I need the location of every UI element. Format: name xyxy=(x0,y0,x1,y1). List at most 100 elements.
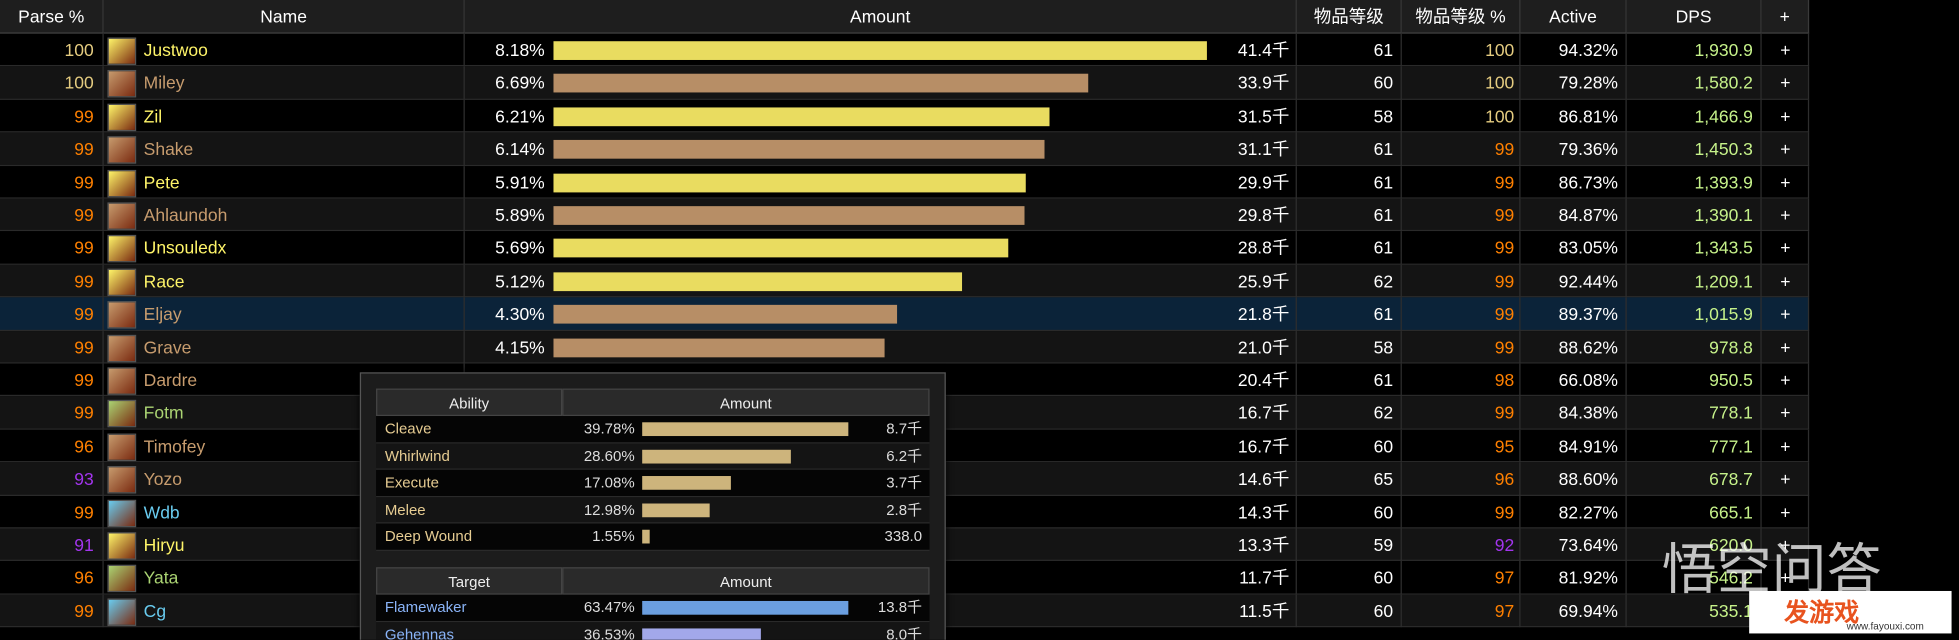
expand-button[interactable]: + xyxy=(1780,567,1791,588)
expand-button[interactable]: + xyxy=(1780,534,1791,555)
player-name[interactable]: Pete xyxy=(143,171,180,192)
expand-button[interactable]: + xyxy=(1780,138,1791,159)
active: 82.27% xyxy=(1558,501,1618,522)
active: 88.60% xyxy=(1558,468,1618,489)
player-name[interactable]: Yata xyxy=(143,567,179,588)
cell-border xyxy=(1807,132,1810,166)
cell-border xyxy=(1760,132,1762,166)
cell-border xyxy=(1625,429,1627,463)
cell-border xyxy=(102,561,104,595)
active: 88.62% xyxy=(1558,336,1618,357)
player-name[interactable]: Cg xyxy=(143,600,167,621)
player-name[interactable]: Shake xyxy=(143,138,194,159)
player-name[interactable]: Race xyxy=(143,270,185,291)
class-icon xyxy=(107,268,137,296)
amount-bar xyxy=(553,140,1044,159)
cell-border xyxy=(102,495,104,529)
cell-border xyxy=(102,165,104,199)
expand-button[interactable]: + xyxy=(1780,336,1791,357)
cell-border xyxy=(1519,264,1521,298)
player-name[interactable]: Dardre xyxy=(143,369,198,390)
cell-border xyxy=(1760,396,1762,430)
cell-border xyxy=(1760,330,1762,364)
dps: 546.2 xyxy=(1709,567,1753,588)
table-row: 100 Miley 6.69% 33.9千 60 100 79.28% 1,580.2 + xyxy=(0,66,1810,100)
item-level: 60 xyxy=(1373,435,1394,456)
cell-border xyxy=(1295,297,1297,331)
cell-border xyxy=(1519,528,1521,562)
cell-border xyxy=(1625,66,1627,100)
active: 92.44% xyxy=(1558,270,1618,291)
expand-button[interactable]: + xyxy=(1780,171,1791,192)
cell-border xyxy=(1625,495,1627,529)
player-name[interactable]: Ahlaundoh xyxy=(143,204,228,225)
tooltip-bar xyxy=(642,530,651,544)
expand-button[interactable]: + xyxy=(1780,72,1791,93)
amount-bar xyxy=(553,206,1024,225)
tooltip-row: Cleave 39.78% 8.7千 xyxy=(376,416,930,444)
player-name[interactable]: Hiryu xyxy=(143,534,185,555)
cell-border xyxy=(1519,429,1521,463)
dps: 620.0 xyxy=(1709,534,1753,555)
player-name[interactable]: Fotm xyxy=(143,402,184,423)
item-level-pct: 99 xyxy=(1494,402,1515,423)
amount-pct: 6.14% xyxy=(495,138,545,159)
active: 73.64% xyxy=(1558,534,1618,555)
cell-border xyxy=(1295,396,1297,430)
expand-button[interactable]: + xyxy=(1780,39,1791,60)
expand-button[interactable]: + xyxy=(1780,204,1791,225)
parse-pct: 99 xyxy=(74,402,94,423)
tooltip-row: Flamewaker 63.47% 13.8千 xyxy=(376,594,930,622)
player-name[interactable]: Yozo xyxy=(143,468,182,489)
cell-border xyxy=(463,99,465,133)
expand-button[interactable]: + xyxy=(1780,303,1791,324)
cell-border xyxy=(1519,231,1521,265)
dps: 665.1 xyxy=(1709,501,1753,522)
cell-border xyxy=(1760,264,1762,298)
expand-button[interactable]: + xyxy=(1780,105,1791,126)
cell-border xyxy=(1807,561,1810,595)
cell-border xyxy=(463,132,465,166)
player-name[interactable]: Unsouledx xyxy=(143,237,227,258)
tooltip-header: Amount xyxy=(562,567,930,595)
cell-border xyxy=(1760,363,1762,397)
expand-button[interactable]: + xyxy=(1780,237,1791,258)
item-level: 60 xyxy=(1373,501,1394,522)
player-name[interactable]: Justwoo xyxy=(143,39,208,60)
cell-border xyxy=(463,297,465,331)
expand-button[interactable]: + xyxy=(1780,501,1791,522)
cell-border xyxy=(1295,231,1297,265)
expand-button[interactable]: + xyxy=(1780,270,1791,291)
tooltip-name: Deep Wound xyxy=(384,527,473,546)
table-row: 99 Eljay 4.30% 21.8千 61 99 89.37% 1,015.9 + xyxy=(0,297,1810,331)
item-level-pct: 96 xyxy=(1494,468,1515,489)
tooltip-row: Execute 17.08% 3.7千 xyxy=(376,470,930,497)
expand-button[interactable]: + xyxy=(1780,369,1791,390)
class-icon xyxy=(107,400,137,428)
expand-button[interactable]: + xyxy=(1780,468,1791,489)
parse-pct: 99 xyxy=(74,303,94,324)
column-header[interactable]: + xyxy=(1761,0,1810,34)
parse-pct: 99 xyxy=(74,600,94,621)
tooltip-bar xyxy=(642,600,849,615)
player-name[interactable]: Eljay xyxy=(143,303,182,324)
item-level: 62 xyxy=(1373,402,1394,423)
dps: 535.1 xyxy=(1709,600,1753,621)
item-level-pct: 99 xyxy=(1494,270,1515,291)
cell-border xyxy=(463,66,465,100)
cell-border xyxy=(1807,330,1810,364)
cell-border xyxy=(1400,363,1402,397)
item-level-pct: 100 xyxy=(1485,39,1515,60)
column-header: Parse % xyxy=(0,0,104,34)
player-name[interactable]: Miley xyxy=(143,72,185,93)
amount-bar xyxy=(553,239,1009,258)
expand-button[interactable]: + xyxy=(1780,402,1791,423)
player-name[interactable]: Wdb xyxy=(143,501,180,522)
item-level-pct: 99 xyxy=(1494,303,1515,324)
player-name[interactable]: Timofey xyxy=(143,435,206,456)
expand-button[interactable]: + xyxy=(1780,435,1791,456)
player-name[interactable]: Zil xyxy=(143,105,163,126)
cell-border xyxy=(1625,462,1627,496)
player-name[interactable]: Grave xyxy=(143,336,192,357)
amount: 31.5千 xyxy=(1237,105,1290,126)
